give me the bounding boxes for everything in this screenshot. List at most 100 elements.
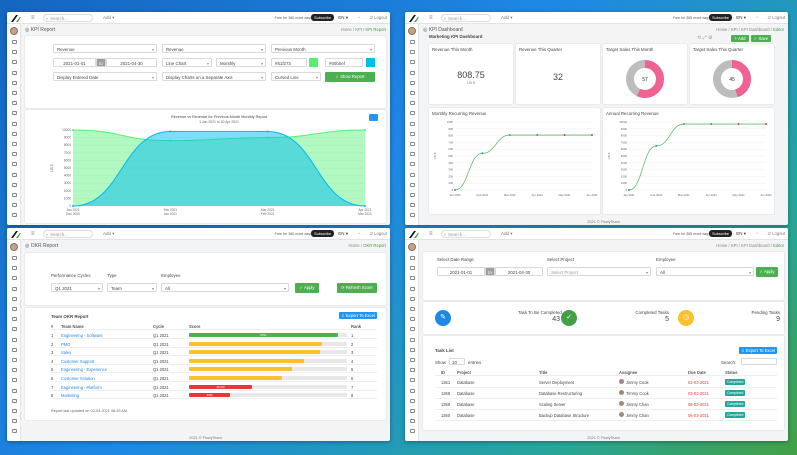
sidebar-nav-icon[interactable] bbox=[11, 182, 17, 187]
sidebar-nav-icon[interactable] bbox=[11, 131, 17, 136]
menu-icon[interactable]: ≡ bbox=[429, 231, 433, 237]
sidebar-nav-icon[interactable] bbox=[11, 152, 17, 157]
date-to-input[interactable]: 2021-04-30 bbox=[106, 58, 157, 67]
apply-button[interactable]: ✓ Apply bbox=[756, 267, 778, 277]
revenue-month-card[interactable]: Revenue This Month 808.75 US $ bbox=[429, 44, 513, 104]
page-size-select[interactable]: 10 bbox=[449, 358, 465, 365]
sidebar-nav-icon[interactable] bbox=[409, 172, 415, 177]
color-1-input[interactable]: #51f273 bbox=[271, 58, 307, 67]
sidebar-nav-icon[interactable] bbox=[409, 296, 415, 301]
sidebar-nav-icon[interactable] bbox=[409, 409, 415, 413]
sidebar-nav-icon[interactable] bbox=[11, 193, 17, 197]
sidebar-nav-icon[interactable] bbox=[11, 142, 17, 146]
sidebar-nav-icon[interactable] bbox=[409, 213, 415, 218]
sidebar-nav-icon[interactable] bbox=[11, 286, 17, 291]
metric-select-2[interactable]: Revenue ▾ bbox=[162, 44, 266, 53]
breadcrumb-kpi[interactable]: KPI bbox=[355, 27, 363, 32]
axis-select[interactable]: Display Charts on a Separate Axis ▾ bbox=[162, 72, 266, 81]
employee-select[interactable]: All ▾ bbox=[656, 267, 754, 276]
team-name-link[interactable]: Customer Solution bbox=[61, 376, 95, 381]
add-menu[interactable]: Add ▾ bbox=[103, 15, 115, 20]
show-report-button[interactable]: ✓ Show Report bbox=[325, 72, 375, 82]
date-to-input[interactable]: 2021-04-30 bbox=[495, 267, 543, 276]
sidebar-nav-icon[interactable] bbox=[11, 91, 17, 95]
breadcrumb-home[interactable]: Home bbox=[340, 27, 352, 32]
sidebar-nav-icon[interactable] bbox=[11, 266, 17, 271]
sidebar-nav-icon[interactable] bbox=[11, 419, 17, 424]
sidebar-nav-icon[interactable] bbox=[11, 409, 17, 413]
sidebar-nav-icon[interactable] bbox=[409, 50, 415, 55]
avatar[interactable] bbox=[10, 27, 18, 35]
sidebar-nav-icon[interactable] bbox=[11, 317, 17, 322]
subscribe-button[interactable]: Subscribe bbox=[709, 230, 732, 237]
sidebar-nav-icon[interactable] bbox=[409, 398, 415, 403]
avatar[interactable] bbox=[10, 243, 18, 251]
search-input[interactable]: ⌕ Search... bbox=[43, 14, 93, 22]
flowyteam-logo[interactable] bbox=[10, 14, 22, 23]
add-menu[interactable]: Add ▾ bbox=[103, 231, 115, 236]
search-input[interactable]: ⌕ Search... bbox=[441, 230, 491, 238]
flowyteam-logo[interactable] bbox=[408, 230, 420, 239]
save-button[interactable]: ✓ Save bbox=[751, 35, 771, 42]
sidebar-nav-icon[interactable] bbox=[11, 203, 17, 208]
sidebar-nav-icon[interactable] bbox=[11, 80, 17, 85]
breadcrumb-kpi[interactable]: KPI bbox=[730, 27, 738, 32]
breadcrumb-dashboard[interactable]: KPI Dashboard bbox=[741, 27, 770, 32]
sidebar-nav-icon[interactable] bbox=[409, 378, 415, 383]
language-select[interactable]: EN ▾ bbox=[338, 231, 348, 236]
sidebar-nav-icon[interactable] bbox=[11, 347, 17, 352]
sidebar-nav-icon[interactable] bbox=[11, 358, 17, 362]
sidebar-nav-icon[interactable] bbox=[409, 152, 415, 157]
subscribe-button[interactable]: Subscribe bbox=[311, 230, 334, 237]
logout-link[interactable]: ⏻ Logout bbox=[369, 231, 387, 236]
team-name-link[interactable]: Sales bbox=[61, 350, 72, 356]
sidebar-nav-icon[interactable] bbox=[409, 60, 415, 65]
logout-link[interactable]: ⏻ Logout bbox=[767, 15, 785, 20]
refresh-score-button[interactable]: ⟳ Refresh Score bbox=[337, 283, 377, 293]
avatar[interactable] bbox=[408, 243, 416, 251]
display-date-select[interactable]: Display Entered Date ▾ bbox=[53, 72, 157, 81]
period-select[interactable]: Monthly ▾ bbox=[216, 58, 266, 67]
date-from-input[interactable]: 2021-01-01 bbox=[437, 267, 485, 276]
subscribe-button[interactable]: Subscribe bbox=[709, 14, 732, 21]
language-select[interactable]: EN ▾ bbox=[736, 15, 746, 20]
sidebar-nav-icon[interactable] bbox=[409, 327, 415, 332]
add-menu[interactable]: Add ▾ bbox=[501, 231, 513, 236]
project-select[interactable]: Select Project ▾ bbox=[547, 267, 651, 276]
sidebar-nav-icon[interactable] bbox=[11, 307, 17, 311]
apply-button[interactable]: ✓ Apply bbox=[295, 283, 319, 293]
sidebar-nav-icon[interactable] bbox=[409, 419, 415, 424]
language-select[interactable]: EN ▾ bbox=[338, 15, 348, 20]
sidebar-nav-icon[interactable] bbox=[11, 213, 17, 218]
sidebar-nav-icon[interactable] bbox=[409, 388, 415, 393]
chart-type-select[interactable]: Line Chart ▾ bbox=[162, 58, 212, 67]
sidebar-nav-icon[interactable] bbox=[11, 40, 17, 44]
color-2-swatch[interactable] bbox=[366, 58, 375, 67]
notification-icon[interactable]: ◔ bbox=[755, 15, 758, 20]
metric-select-1[interactable]: Revenue ▾ bbox=[53, 44, 157, 53]
menu-icon[interactable]: ≡ bbox=[429, 15, 433, 21]
sidebar-nav-icon[interactable] bbox=[409, 111, 415, 116]
revenue-quarter-card[interactable]: Revenue This Quarter 32 bbox=[516, 44, 600, 104]
sidebar-nav-icon[interactable] bbox=[11, 70, 17, 75]
sidebar-nav-icon[interactable] bbox=[409, 368, 415, 373]
export-excel-button[interactable]: ⇩ Export To Excel bbox=[739, 347, 777, 354]
sidebar-nav-icon[interactable] bbox=[409, 317, 415, 322]
sidebar-nav-icon[interactable] bbox=[11, 121, 17, 126]
sidebar-nav-icon[interactable] bbox=[409, 347, 415, 352]
dashboard-tool-icons[interactable]: ⟲ ⤢ ⚙ bbox=[697, 35, 713, 41]
export-excel-button[interactable]: ⇩ Export To Excel bbox=[339, 312, 377, 319]
notification-icon[interactable]: ◔ bbox=[357, 15, 360, 20]
sidebar-nav-icon[interactable] bbox=[11, 60, 17, 65]
language-select[interactable]: EN ▾ bbox=[736, 231, 746, 236]
sidebar-nav-icon[interactable] bbox=[11, 429, 17, 434]
sidebar-nav-icon[interactable] bbox=[11, 388, 17, 393]
team-name-link[interactable]: Engineering - Experience bbox=[61, 367, 107, 373]
date-from-input[interactable]: 2021-01-01 bbox=[53, 58, 96, 67]
sidebar-nav-icon[interactable] bbox=[409, 80, 415, 85]
menu-icon[interactable]: ≡ bbox=[31, 231, 35, 237]
sidebar-nav-icon[interactable] bbox=[11, 256, 17, 260]
sidebar-nav-icon[interactable] bbox=[409, 286, 415, 291]
sidebar-nav-icon[interactable] bbox=[11, 172, 17, 177]
sidebar-nav-icon[interactable] bbox=[11, 337, 17, 342]
